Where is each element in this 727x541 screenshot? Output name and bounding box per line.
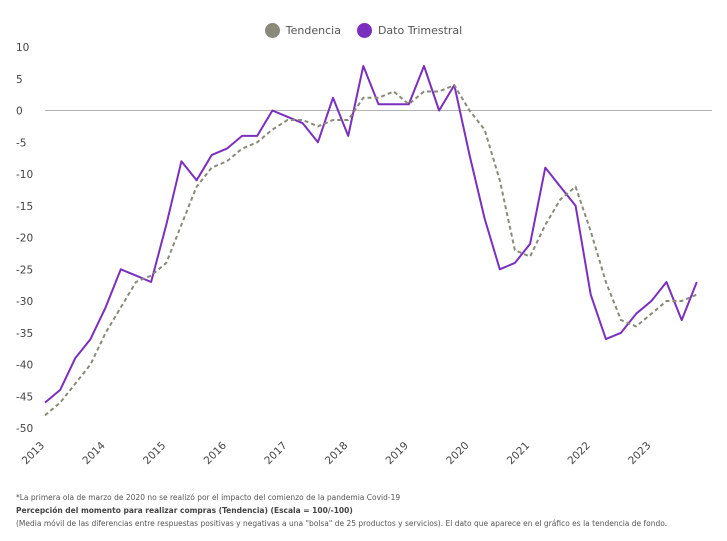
y-tick-label: -50 xyxy=(16,423,33,435)
y-tick-label: -10 xyxy=(16,169,33,181)
y-tick-label: -25 xyxy=(16,264,33,276)
footnote-title: Percepción del momento para realizar com… xyxy=(16,506,353,515)
legend-item-tendencia[interactable]: Tendencia xyxy=(264,23,341,38)
legend-item-dato-trimestral[interactable]: Dato Trimestral xyxy=(356,23,463,38)
x-tick-label: 2019 xyxy=(384,440,411,467)
y-tick-label: -15 xyxy=(16,201,33,213)
x-tick-label: 2021 xyxy=(505,440,532,467)
y-tick-label: -30 xyxy=(16,296,33,308)
x-tick-label: 2014 xyxy=(80,439,108,467)
x-tick-label: 2017 xyxy=(262,440,289,467)
y-tick-label: 0 xyxy=(16,106,23,118)
legend-label-tendencia: Tendencia xyxy=(285,24,341,37)
x-tick-label: 2020 xyxy=(444,440,471,467)
line-chart: 10 5 0 -5 -10 -15 -20 -25 -30 -35 -40 -45 -50 2013 201… xyxy=(16,42,712,467)
chart-legend: Tendencia Dato Trimestral xyxy=(0,23,727,38)
legend-swatch-tendencia xyxy=(264,23,280,38)
series-line-dato-trimestral xyxy=(44,65,698,404)
x-tick-label: 2023 xyxy=(626,440,653,467)
legend-label-dato-trimestral: Dato Trimestral xyxy=(377,24,463,37)
x-tick-label: 2022 xyxy=(565,440,592,467)
x-tick-label: 2018 xyxy=(323,440,350,467)
footnote-note: *La primera ola de marzo de 2020 no se r… xyxy=(16,493,401,502)
x-tick-label: 2013 xyxy=(20,440,47,467)
x-tick-label: 2016 xyxy=(202,439,230,467)
footnotes: *La primera ola de marzo de 2020 no se r… xyxy=(16,491,716,530)
legend-swatch-dato-trimestral xyxy=(356,23,372,38)
y-tick-label: -20 xyxy=(16,233,33,245)
y-tick-label: -40 xyxy=(16,360,33,372)
footnote-description: (Media móvil de las diferencias entre re… xyxy=(16,519,668,528)
series-line-tendencia xyxy=(44,84,698,417)
y-tick-label: 5 xyxy=(16,74,23,86)
y-tick-label: -45 xyxy=(16,391,33,403)
y-tick-label: -35 xyxy=(16,328,33,340)
y-tick-label: 10 xyxy=(16,42,29,54)
y-tick-label: -5 xyxy=(16,137,26,149)
x-tick-label: 2015 xyxy=(141,440,168,467)
